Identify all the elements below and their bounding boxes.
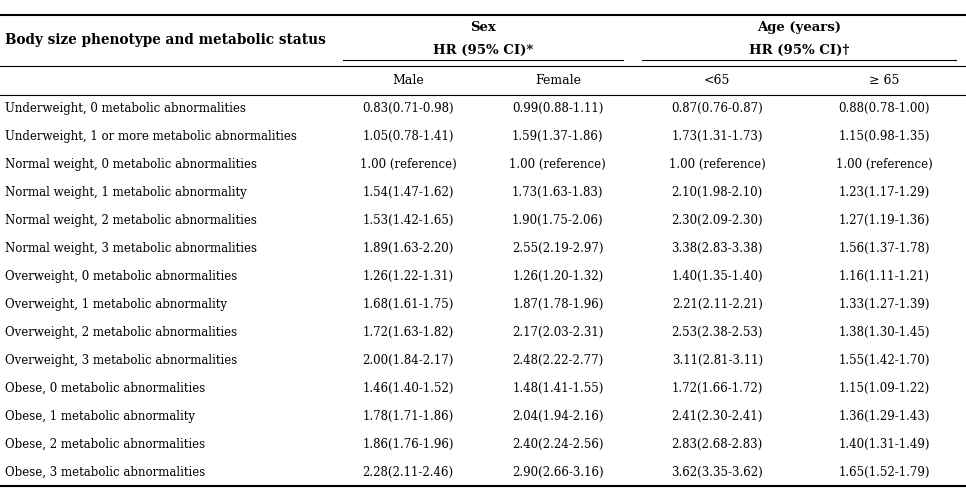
Text: 2.55(2.19-2.97): 2.55(2.19-2.97) [512,242,604,255]
Text: 1.26(1.20-1.32): 1.26(1.20-1.32) [512,270,604,283]
Text: Obese, 3 metabolic abnormalities: Obese, 3 metabolic abnormalities [5,466,205,479]
Text: 1.36(1.29-1.43): 1.36(1.29-1.43) [838,410,929,423]
Text: Female: Female [535,74,581,87]
Text: 2.53(2.38-2.53): 2.53(2.38-2.53) [671,326,763,339]
Text: 1.73(1.31-1.73): 1.73(1.31-1.73) [671,130,763,143]
Text: Obese, 2 metabolic abnormalities: Obese, 2 metabolic abnormalities [5,437,205,451]
Text: 3.11(2.81-3.11): 3.11(2.81-3.11) [671,354,763,367]
Text: 1.15(0.98-1.35): 1.15(0.98-1.35) [838,130,929,143]
Text: 1.00 (reference): 1.00 (reference) [836,158,932,171]
Text: HR (95% CI)*: HR (95% CI)* [433,44,533,57]
Text: 2.41(2.30-2.41): 2.41(2.30-2.41) [671,410,763,423]
Text: 1.46(1.40-1.52): 1.46(1.40-1.52) [362,382,454,395]
Text: 1.40(1.35-1.40): 1.40(1.35-1.40) [671,270,763,283]
Text: 1.72(1.63-1.82): 1.72(1.63-1.82) [362,326,454,339]
Text: Overweight, 2 metabolic abnormalities: Overweight, 2 metabolic abnormalities [5,326,237,339]
Text: 2.28(2.11-2.46): 2.28(2.11-2.46) [362,466,454,479]
Text: 1.73(1.63-1.83): 1.73(1.63-1.83) [512,186,604,199]
Text: 1.72(1.66-1.72): 1.72(1.66-1.72) [671,382,763,395]
Text: 3.38(2.83-3.38): 3.38(2.83-3.38) [671,242,763,255]
Text: 2.48(2.22-2.77): 2.48(2.22-2.77) [512,354,604,367]
Text: Body size phenotype and metabolic status: Body size phenotype and metabolic status [5,33,326,48]
Text: 1.68(1.61-1.75): 1.68(1.61-1.75) [362,298,454,311]
Text: Obese, 1 metabolic abnormality: Obese, 1 metabolic abnormality [5,410,195,423]
Text: 2.21(2.11-2.21): 2.21(2.11-2.21) [671,298,763,311]
Text: 1.54(1.47-1.62): 1.54(1.47-1.62) [362,186,454,199]
Text: 2.30(2.09-2.30): 2.30(2.09-2.30) [671,214,763,227]
Text: 1.55(1.42-1.70): 1.55(1.42-1.70) [838,354,929,367]
Text: 1.15(1.09-1.22): 1.15(1.09-1.22) [838,382,929,395]
Text: <65: <65 [704,74,730,87]
Text: 1.16(1.11-1.21): 1.16(1.11-1.21) [838,270,929,283]
Text: 1.00 (reference): 1.00 (reference) [509,158,607,171]
Text: Normal weight, 0 metabolic abnormalities: Normal weight, 0 metabolic abnormalities [5,158,257,171]
Text: Underweight, 1 or more metabolic abnormalities: Underweight, 1 or more metabolic abnorma… [5,130,297,143]
Text: Obese, 0 metabolic abnormalities: Obese, 0 metabolic abnormalities [5,382,205,395]
Text: 1.48(1.41-1.55): 1.48(1.41-1.55) [512,382,604,395]
Text: 1.38(1.30-1.45): 1.38(1.30-1.45) [838,326,929,339]
Text: HR (95% CI)†: HR (95% CI)† [750,44,849,57]
Text: Sex: Sex [470,21,496,35]
Text: 2.40(2.24-2.56): 2.40(2.24-2.56) [512,437,604,451]
Text: 2.83(2.68-2.83): 2.83(2.68-2.83) [671,437,763,451]
Text: 2.00(1.84-2.17): 2.00(1.84-2.17) [362,354,454,367]
Text: 1.59(1.37-1.86): 1.59(1.37-1.86) [512,130,604,143]
Text: 1.33(1.27-1.39): 1.33(1.27-1.39) [838,298,929,311]
Text: 0.99(0.88-1.11): 0.99(0.88-1.11) [512,102,604,115]
Text: 0.83(0.71-0.98): 0.83(0.71-0.98) [362,102,454,115]
Text: 1.27(1.19-1.36): 1.27(1.19-1.36) [838,214,929,227]
Text: Overweight, 1 metabolic abnormality: Overweight, 1 metabolic abnormality [5,298,227,311]
Text: Overweight, 0 metabolic abnormalities: Overweight, 0 metabolic abnormalities [5,270,237,283]
Text: 2.17(2.03-2.31): 2.17(2.03-2.31) [512,326,604,339]
Text: Male: Male [392,74,424,87]
Text: ≥ 65: ≥ 65 [868,74,899,87]
Text: 1.00 (reference): 1.00 (reference) [359,158,457,171]
Text: 1.90(1.75-2.06): 1.90(1.75-2.06) [512,214,604,227]
Text: Overweight, 3 metabolic abnormalities: Overweight, 3 metabolic abnormalities [5,354,237,367]
Text: 1.65(1.52-1.79): 1.65(1.52-1.79) [838,466,929,479]
Text: Underweight, 0 metabolic abnormalities: Underweight, 0 metabolic abnormalities [5,102,245,115]
Text: 0.87(0.76-0.87): 0.87(0.76-0.87) [671,102,763,115]
Text: 1.78(1.71-1.86): 1.78(1.71-1.86) [362,410,454,423]
Text: Age (years): Age (years) [757,21,841,35]
Text: 1.00 (reference): 1.00 (reference) [668,158,766,171]
Text: 2.10(1.98-2.10): 2.10(1.98-2.10) [671,186,763,199]
Text: 0.88(0.78-1.00): 0.88(0.78-1.00) [838,102,929,115]
Text: 1.89(1.63-2.20): 1.89(1.63-2.20) [362,242,454,255]
Text: 1.86(1.76-1.96): 1.86(1.76-1.96) [362,437,454,451]
Text: 2.90(2.66-3.16): 2.90(2.66-3.16) [512,466,604,479]
Text: 1.87(1.78-1.96): 1.87(1.78-1.96) [512,298,604,311]
Text: 3.62(3.35-3.62): 3.62(3.35-3.62) [671,466,763,479]
Text: 1.05(0.78-1.41): 1.05(0.78-1.41) [362,130,454,143]
Text: 1.40(1.31-1.49): 1.40(1.31-1.49) [838,437,929,451]
Text: 1.53(1.42-1.65): 1.53(1.42-1.65) [362,214,454,227]
Text: Normal weight, 3 metabolic abnormalities: Normal weight, 3 metabolic abnormalities [5,242,257,255]
Text: 1.26(1.22-1.31): 1.26(1.22-1.31) [362,270,454,283]
Text: Normal weight, 1 metabolic abnormality: Normal weight, 1 metabolic abnormality [5,186,246,199]
Text: 2.04(1.94-2.16): 2.04(1.94-2.16) [512,410,604,423]
Text: 1.23(1.17-1.29): 1.23(1.17-1.29) [838,186,929,199]
Text: 1.56(1.37-1.78): 1.56(1.37-1.78) [838,242,929,255]
Text: Normal weight, 2 metabolic abnormalities: Normal weight, 2 metabolic abnormalities [5,214,257,227]
